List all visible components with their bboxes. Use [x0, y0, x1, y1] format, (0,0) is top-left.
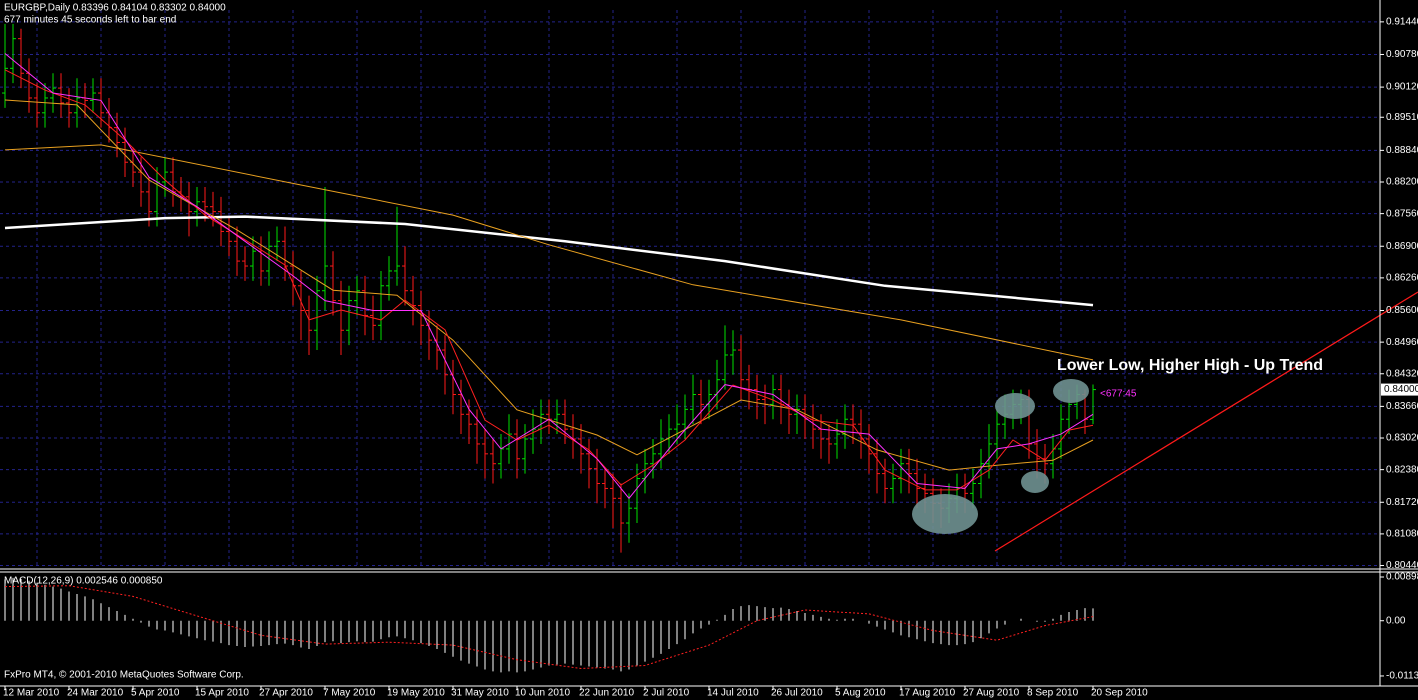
- x-tick-label: 12 Mar 2010: [3, 688, 60, 699]
- current-price-box: [1381, 383, 1418, 396]
- x-tick-label: 31 May 2010: [451, 688, 509, 699]
- macd-signal: [4, 585, 1094, 670]
- overlay: [912, 291, 1418, 552]
- x-tick-label: 24 Mar 2010: [67, 688, 124, 699]
- highlight-ellipse: [912, 494, 978, 534]
- x-tick-label: 19 May 2010: [387, 688, 445, 699]
- highlight-ellipse: [1021, 471, 1049, 493]
- x-tick-label: 14 Jul 2010: [707, 688, 759, 699]
- grid: [0, 10, 1380, 568]
- plot: [2, 23, 1096, 673]
- x-tick-label: 22 Jun 2010: [579, 688, 634, 699]
- y-tick-label: 0.80440: [1386, 560, 1418, 571]
- x-tick-label: 20 Sep 2010: [1091, 688, 1148, 699]
- x-tick-label: 5 Aug 2010: [835, 688, 886, 699]
- x-tick-label: 15 Apr 2010: [195, 688, 249, 699]
- moving-average: [4, 144, 1094, 361]
- x-tick-label: 27 Aug 2010: [963, 688, 1020, 699]
- x-tick-label: 26 Jul 2010: [771, 688, 823, 699]
- y-tick-label: -0.01134: [1386, 671, 1418, 682]
- x-tick-label: 27 Apr 2010: [259, 688, 313, 699]
- moving-average: [4, 99, 1094, 471]
- timer-label: <677:45: [1100, 389, 1137, 400]
- bar-timer-text: 677 minutes 45 seconds left to bar end: [4, 15, 176, 26]
- x-tick-label: 17 Aug 2010: [899, 688, 956, 699]
- x-tick-label: 8 Sep 2010: [1027, 688, 1079, 699]
- indicator-label: MACD(12,26,9) 0.002546 0.000850: [4, 576, 163, 587]
- x-tick-label: 5 Apr 2010: [131, 688, 180, 699]
- trend-line: [994, 291, 1418, 552]
- moving-average: [4, 69, 1094, 491]
- current-price-label: 0.84000: [1384, 384, 1418, 395]
- copyright: FxPro MT4, © 2001-2010 MetaQuotes Softwa…: [4, 670, 244, 681]
- x-tick-label: 10 Jun 2010: [515, 688, 570, 699]
- y-tick-label: 0.00: [1386, 615, 1406, 626]
- highlight-ellipse: [1053, 379, 1089, 403]
- moving-average: [4, 53, 1094, 500]
- y-tick-label: 0.00898: [1386, 572, 1418, 583]
- x-tick-label: 7 May 2010: [323, 688, 376, 699]
- annotation: Lower Low, Higher High - Up Trend: [1057, 357, 1323, 374]
- moving-average: [4, 215, 1094, 307]
- highlight-ellipse: [995, 393, 1035, 419]
- symbol-header: EURGBP,Daily 0.83396 0.84104 0.83302 0.8…: [4, 3, 226, 14]
- x-tick-label: 2 Jul 2010: [643, 688, 690, 699]
